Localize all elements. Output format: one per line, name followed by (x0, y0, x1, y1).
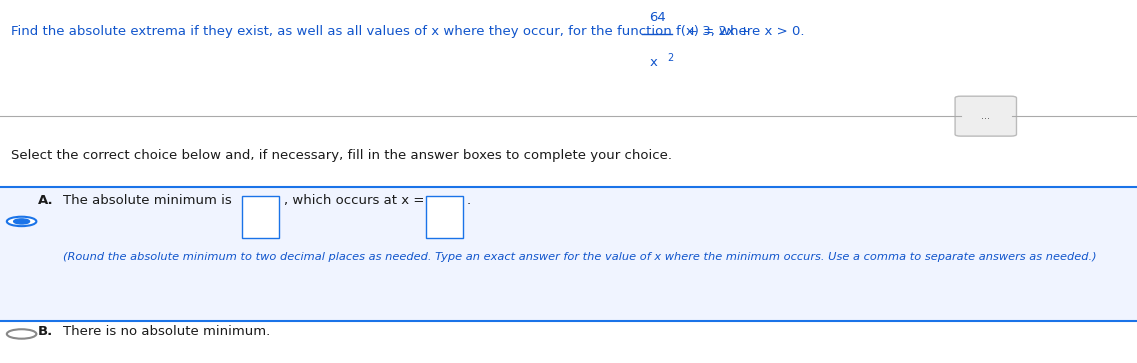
Circle shape (7, 217, 36, 226)
Text: B.: B. (38, 325, 52, 338)
Text: A.: A. (38, 194, 53, 207)
Text: , which occurs at x =: , which occurs at x = (284, 194, 424, 207)
Text: ...: ... (981, 111, 990, 121)
FancyBboxPatch shape (242, 196, 279, 238)
Text: 2: 2 (667, 53, 674, 63)
Circle shape (7, 329, 36, 339)
Circle shape (14, 219, 30, 224)
Text: Select the correct choice below and, if necessary, fill in the answer boxes to c: Select the correct choice below and, if … (11, 149, 672, 162)
Text: .: . (466, 194, 471, 207)
Text: + 3, where x > 0.: + 3, where x > 0. (687, 25, 804, 38)
Text: The absolute minimum is: The absolute minimum is (63, 194, 231, 207)
Text: x: x (650, 56, 657, 69)
FancyBboxPatch shape (0, 187, 1137, 321)
Text: (Round the absolute minimum to two decimal places as needed. Type an exact answe: (Round the absolute minimum to two decim… (63, 252, 1096, 262)
Text: 64: 64 (649, 11, 665, 24)
Text: There is no absolute minimum.: There is no absolute minimum. (63, 325, 269, 338)
Text: Find the absolute extrema if they exist, as well as all values of x where they o: Find the absolute extrema if they exist,… (11, 25, 750, 38)
FancyBboxPatch shape (426, 196, 463, 238)
FancyBboxPatch shape (955, 96, 1016, 136)
